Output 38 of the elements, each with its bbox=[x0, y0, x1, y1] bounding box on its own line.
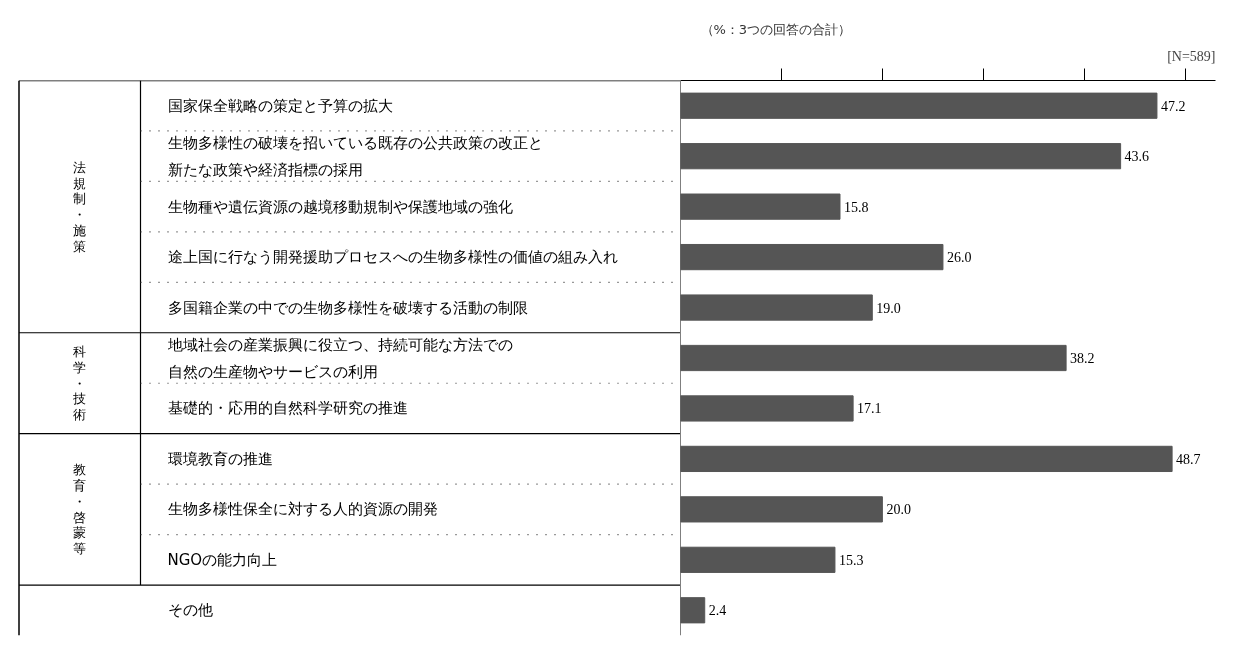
text: 科学・技術 bbox=[72, 344, 87, 423]
bar bbox=[680, 546, 836, 573]
bar bbox=[680, 143, 1122, 170]
text: （%：3つの回答の合計） bbox=[700, 21, 852, 37]
y-tick-label: 生物種や遺伝資源の越境移動規制や保護地域の強化 bbox=[167, 197, 513, 216]
y-tick-label: 生物多様性の破壊を招いている既存の公共政策の改正と新たな政策や経済指標の採用 bbox=[167, 133, 543, 179]
text: [N=589] bbox=[1167, 48, 1216, 64]
y-tick-label: 生物多様性保全に対する人的資源の開発 bbox=[167, 500, 438, 519]
data-label: 2.4 bbox=[708, 603, 727, 619]
data-label: 38.2 bbox=[1070, 351, 1095, 366]
y-tick-label: 環境教育の推進 bbox=[167, 449, 273, 468]
data-label: 26.0 bbox=[946, 250, 972, 266]
y-tick-label: NGOの能力向上 bbox=[167, 550, 278, 569]
bar bbox=[680, 496, 883, 523]
bar bbox=[680, 243, 944, 271]
data-label: 48.7 bbox=[1176, 451, 1201, 467]
bar bbox=[680, 193, 841, 220]
data-label: 43.6 bbox=[1124, 149, 1150, 165]
y-tick-label: 多国籍企業の中での生物多様性を破壊する活動の制限 bbox=[167, 298, 528, 317]
bar bbox=[680, 92, 1158, 119]
bar bbox=[680, 597, 706, 624]
y-tick-label: 国家保全戦略の策定と予算の拡大 bbox=[167, 96, 393, 115]
y-tick-label: 基礎的・応用的自然科学研究の推進 bbox=[167, 399, 408, 418]
text: 法規制・施策 bbox=[73, 159, 87, 254]
y-tick-label: その他 bbox=[167, 601, 213, 620]
bar bbox=[680, 445, 1173, 473]
y-tick-label: 途上国に行なう開発援助プロセスへの生物多様性の価値の組み入れ bbox=[167, 248, 618, 267]
data-label: 19.0 bbox=[876, 300, 901, 316]
bar bbox=[680, 294, 873, 321]
data-label: 20.0 bbox=[886, 502, 911, 518]
data-label: 47.2 bbox=[1160, 98, 1186, 114]
data-label: 15.8 bbox=[843, 199, 869, 215]
data-label: 15.3 bbox=[838, 552, 864, 568]
data-label: 17.1 bbox=[857, 401, 882, 417]
bar bbox=[680, 395, 854, 422]
text: 教育・啓蒙等 bbox=[73, 462, 87, 557]
y-tick-label: 地域社会の産業振興に役立つ、持続可能な方法での自然の生産物やサービスの利用 bbox=[166, 335, 513, 381]
bar bbox=[680, 344, 1067, 372]
